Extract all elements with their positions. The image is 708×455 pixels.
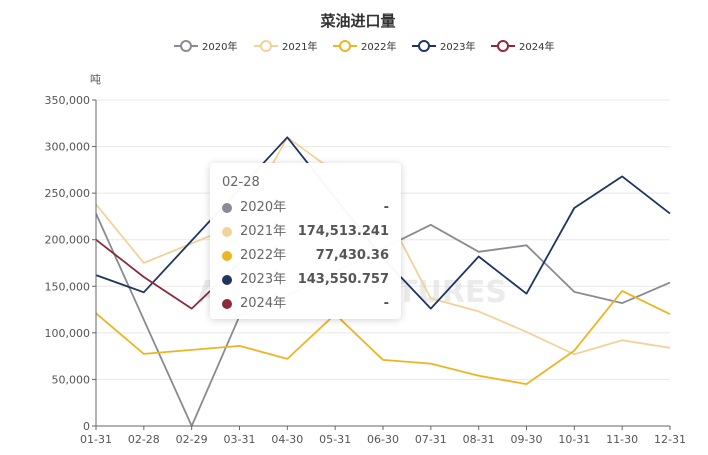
tooltip-dot-2023 (222, 275, 232, 285)
tooltip-value: - (383, 296, 389, 311)
tooltip-name: 2024年 (240, 296, 287, 311)
x-tick-label: 08-31 (463, 433, 495, 446)
tooltip: 02-28 2020年 - 2021年 174,513.241 2022年 77… (210, 163, 401, 319)
tooltip-dot-2022 (222, 251, 232, 261)
tooltip-row: 2021年 174,513.241 (222, 220, 389, 244)
legend-item-2021[interactable]: 2021年 (254, 40, 317, 53)
legend-label: 2024年 (519, 40, 554, 53)
legend: 2020年 2021年 2022年 2023年 2024年 (174, 40, 554, 53)
legend-item-2020[interactable]: 2020年 (174, 40, 237, 53)
legend-marker (260, 40, 272, 52)
legend-item-2022[interactable]: 2022年 (333, 40, 396, 53)
x-tick-label: 07-31 (415, 433, 447, 446)
legend-marker (418, 40, 430, 52)
x-tick-label: 03-31 (224, 433, 256, 446)
legend-label: 2020年 (202, 40, 237, 53)
tooltip-dot-2024 (222, 299, 232, 309)
series-line-2022 (95, 289, 671, 386)
x-tick-label: 02-28 (128, 433, 160, 446)
x-tick-label: 12-31 (654, 433, 686, 446)
tooltip-row: 2023年 143,550.757 (222, 268, 389, 292)
tooltip-name: 2023年 (240, 272, 287, 287)
tooltip-name: 2022年 (240, 248, 287, 263)
series-line-2021 (95, 136, 671, 356)
x-tick-label: 02-29 (176, 433, 208, 446)
tooltip-dot-2021 (222, 227, 232, 237)
x-tick-label: 10-31 (558, 433, 590, 446)
legend-item-2024[interactable]: 2024年 (491, 40, 554, 53)
y-tick-label: 250,000 (45, 187, 91, 200)
y-tick-label: 0 (83, 420, 90, 433)
x-tick-label: 06-30 (367, 433, 399, 446)
legend-marker (497, 40, 509, 52)
tooltip-row: 2020年 - (222, 196, 389, 220)
x-tick-label: 09-30 (511, 433, 543, 446)
tooltip-value: 77,430.36 (315, 248, 389, 263)
y-axis-unit: 吨 (90, 73, 101, 86)
chart-title: 菜油进口量 (319, 12, 395, 30)
tooltip-header: 02-28 (222, 175, 260, 190)
y-tick-label: 200,000 (45, 234, 91, 247)
tooltip-name: 2021年 (240, 224, 287, 239)
legend-label: 2023年 (440, 40, 475, 53)
x-tick-label: 01-31 (80, 433, 112, 446)
legend-item-2023[interactable]: 2023年 (412, 40, 475, 53)
y-tick-label: 50,000 (52, 373, 91, 386)
axes: 0 50,000 100,000 150,000 200,000 250,000 300,0… (45, 94, 686, 446)
series-line-2020 (95, 213, 671, 427)
y-tick-label: 100,000 (45, 327, 91, 340)
tooltip-value: - (383, 200, 389, 215)
tooltip-row: 2022年 77,430.36 (222, 244, 389, 268)
y-tick-label: 350,000 (45, 94, 91, 107)
y-tick-label: 300,000 (45, 141, 91, 154)
legend-marker (180, 40, 192, 52)
tooltip-dot-2020 (222, 203, 232, 213)
tooltip-value: 174,513.241 (297, 224, 389, 239)
tooltip-row: 2024年 - (222, 292, 389, 316)
legend-marker (339, 40, 351, 52)
x-tick-label: 11-30 (606, 433, 638, 446)
tooltip-name: 2020年 (240, 200, 287, 215)
tooltip-value: 143,550.757 (297, 272, 389, 287)
legend-label: 2021年 (282, 40, 317, 53)
y-tick-label: 150,000 (45, 280, 91, 293)
x-tick-label: 04-30 (271, 433, 303, 446)
x-tick-label: 05-31 (319, 433, 351, 446)
legend-label: 2022年 (361, 40, 396, 53)
